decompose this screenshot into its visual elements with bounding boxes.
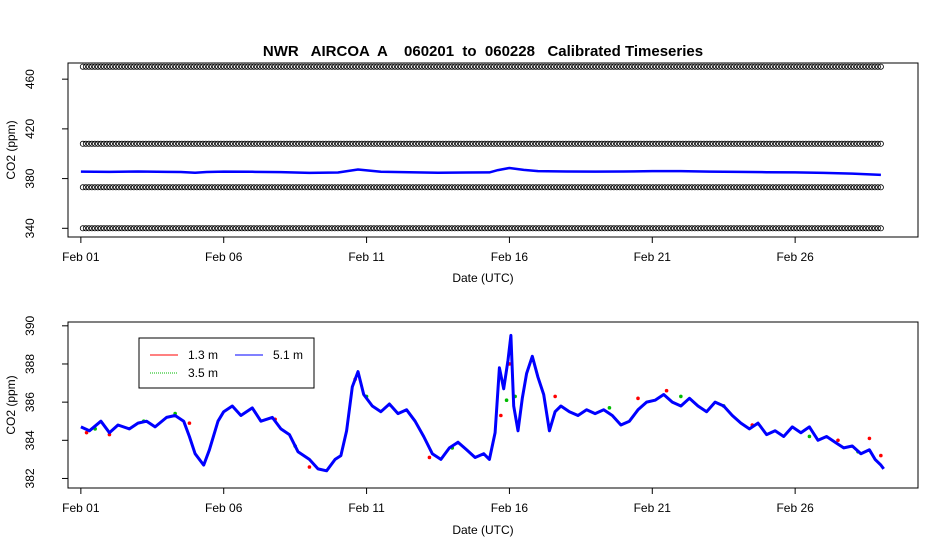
x-tick-label: Feb 01 bbox=[62, 501, 100, 515]
x-tick-label: Feb 26 bbox=[776, 250, 814, 264]
chart-title: NWR AIRCOA A 060201 to 060228 Calibrated… bbox=[263, 43, 703, 60]
y-tick-label: 420 bbox=[23, 119, 37, 139]
y-tick-label: 384 bbox=[23, 430, 37, 450]
x-tick-label: Feb 26 bbox=[776, 501, 814, 515]
panel-bottom: Feb 01 Feb 06 Feb 11 Feb 16 Feb 21 Feb 26 382… bbox=[4, 315, 919, 537]
data-point bbox=[867, 436, 872, 441]
y-axis-top: 340 380 420 460 bbox=[23, 69, 69, 238]
reference-level-row bbox=[79, 140, 884, 147]
legend-box bbox=[138, 337, 315, 389]
data-point bbox=[84, 430, 89, 435]
series-bottom bbox=[80, 333, 885, 473]
data-point bbox=[307, 465, 312, 469]
x-tick-label: Feb 11 bbox=[348, 501, 385, 515]
legend-label-1-3m: 1.3 m bbox=[188, 348, 218, 362]
data-point bbox=[664, 388, 669, 393]
panel-top: NWR AIRCOA A 060201 to 060228 Calibrated… bbox=[4, 43, 919, 285]
y-axis-label-bottom: CO2 (ppm) bbox=[4, 375, 18, 434]
y-tick-label: 460 bbox=[23, 69, 37, 89]
reference-level-row bbox=[79, 225, 884, 232]
series-line bbox=[80, 166, 881, 177]
y-axis-bottom: 382 384 386 388 390 bbox=[23, 315, 69, 488]
legend-label-3-5m: 3.5 m bbox=[188, 366, 218, 380]
data-point bbox=[427, 455, 432, 460]
x-tick-label: Feb 21 bbox=[634, 250, 672, 264]
x-axis-label-top: Date (UTC) bbox=[452, 271, 513, 285]
legend: 1.3 m 3.5 m 5.1 m bbox=[138, 337, 315, 389]
y-tick-label: 388 bbox=[23, 354, 37, 374]
y-tick-label: 340 bbox=[23, 218, 37, 238]
data-point bbox=[879, 453, 883, 458]
x-axis-label-bottom: Date (UTC) bbox=[452, 523, 513, 537]
x-tick-label: Feb 06 bbox=[205, 501, 243, 515]
x-tick-label: Feb 01 bbox=[62, 250, 100, 264]
data-point bbox=[499, 413, 503, 418]
y-axis-label-top: CO2 (ppm) bbox=[4, 120, 18, 179]
x-tick-label: Feb 11 bbox=[348, 250, 385, 264]
data-point bbox=[187, 421, 192, 425]
plot-frame-top bbox=[67, 62, 919, 238]
x-tick-label: Feb 21 bbox=[634, 501, 672, 515]
x-tick-label: Feb 16 bbox=[491, 501, 529, 515]
y-tick-label: 380 bbox=[23, 168, 37, 188]
legend-label-5-1m: 5.1 m bbox=[273, 348, 303, 362]
x-axis-top: Feb 01 Feb 06 Feb 11 Feb 16 Feb 21 Feb 26 bbox=[62, 236, 814, 264]
data-point bbox=[807, 434, 812, 439]
y-tick-label: 390 bbox=[23, 315, 37, 335]
y-tick-label: 386 bbox=[23, 392, 37, 412]
series-line bbox=[80, 333, 885, 473]
reference-levels-top bbox=[79, 63, 884, 232]
x-tick-label: Feb 16 bbox=[491, 250, 529, 264]
data-point bbox=[553, 394, 557, 399]
reference-level-row bbox=[79, 63, 884, 70]
data-point bbox=[636, 396, 640, 401]
reference-level-row bbox=[79, 184, 884, 191]
data-point bbox=[607, 406, 612, 410]
data-point bbox=[836, 438, 840, 443]
y-tick-label: 382 bbox=[23, 468, 37, 488]
series-top bbox=[80, 166, 881, 177]
data-point bbox=[679, 394, 683, 399]
x-tick-label: Feb 06 bbox=[205, 250, 243, 264]
x-axis-bottom: Feb 01 Feb 06 Feb 11 Feb 16 Feb 21 Feb 26 bbox=[62, 487, 814, 515]
data-point bbox=[504, 398, 509, 403]
